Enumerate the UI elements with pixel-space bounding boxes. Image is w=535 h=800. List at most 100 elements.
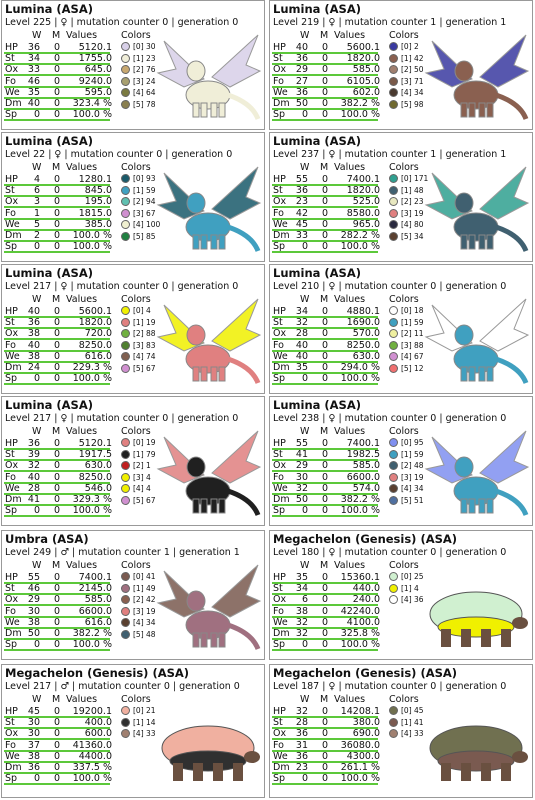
color-swatch bbox=[121, 629, 130, 639]
color-label: [4] 4 bbox=[133, 484, 151, 493]
card-info: Level 217 | ♂ | mutation counter 0 | gen… bbox=[5, 681, 240, 692]
tail bbox=[495, 224, 529, 253]
color-swatch bbox=[121, 53, 130, 63]
leg bbox=[213, 763, 223, 781]
color-label: [4] 33 bbox=[401, 729, 424, 738]
stat-wild: 36 bbox=[295, 53, 308, 65]
stat-name: St bbox=[5, 449, 15, 461]
stat-name: Ox bbox=[273, 64, 287, 76]
tail bbox=[227, 622, 261, 651]
color-label: [0] 2 bbox=[401, 42, 419, 51]
color-label: [4] 64 bbox=[133, 88, 156, 97]
stat-value: 100.0 % bbox=[340, 241, 380, 253]
header-colors: Colors bbox=[121, 560, 151, 571]
color-swatch bbox=[121, 363, 130, 373]
stat-mutated: 0 bbox=[53, 53, 60, 65]
color-label: [1] 14 bbox=[133, 717, 156, 727]
color-label: [0] 93 bbox=[133, 174, 156, 183]
stat-wild: 40 bbox=[295, 350, 308, 362]
stat-wild: 55 bbox=[295, 438, 308, 449]
stat-mutated: 0 bbox=[321, 207, 328, 219]
stat-name: HP bbox=[273, 42, 286, 53]
stat-wild: 40 bbox=[27, 339, 40, 351]
color-swatch bbox=[121, 484, 130, 493]
header-colors: Colors bbox=[389, 294, 419, 305]
stat-name: Dm bbox=[5, 762, 22, 773]
stat-wild: 31 bbox=[295, 739, 308, 751]
header-m: M bbox=[52, 294, 61, 305]
stat-name: Dm bbox=[273, 628, 290, 639]
color-swatch bbox=[389, 65, 398, 74]
stat-name: Fo bbox=[273, 339, 284, 351]
header-colors: Colors bbox=[121, 30, 151, 41]
card-info: Level 217 | ♀ | mutation counter 0 | gen… bbox=[5, 281, 239, 292]
leg bbox=[173, 763, 183, 781]
creature-image bbox=[429, 591, 528, 647]
head bbox=[186, 192, 206, 214]
stat-underline bbox=[272, 119, 378, 122]
color-label: [2] 48 bbox=[401, 461, 424, 470]
leg bbox=[468, 234, 476, 250]
leg bbox=[478, 102, 486, 118]
header-colors: Colors bbox=[389, 694, 419, 705]
stat-name: Ox bbox=[273, 460, 287, 472]
head bbox=[454, 192, 474, 214]
stat-value: 8580.0 bbox=[346, 207, 380, 219]
stat-name: Dm bbox=[5, 230, 22, 241]
card-title: Umbra (ASA) bbox=[5, 532, 89, 546]
stat-name: We bbox=[273, 616, 288, 628]
color-label: [5] 85 bbox=[133, 231, 156, 241]
stat-wild: 38 bbox=[27, 750, 40, 762]
header-w: W bbox=[300, 694, 310, 705]
stat-value: 41360.0 bbox=[72, 739, 112, 751]
stat-value: 645.0 bbox=[84, 64, 112, 76]
creature-card: Megachelon (Genesis) (ASA) Level 217 | ♂ … bbox=[1, 664, 265, 798]
stat-wild: 35 bbox=[27, 86, 40, 98]
stat-underline bbox=[272, 448, 378, 450]
stat-mutated: 0 bbox=[321, 196, 328, 208]
stat-mutated: 0 bbox=[53, 762, 60, 773]
stat-mutated: 0 bbox=[321, 98, 328, 109]
card-info: Level 180 | ♀ | mutation counter 0 | gen… bbox=[273, 547, 507, 558]
stat-underline bbox=[272, 217, 378, 220]
stat-value: 100.0 % bbox=[72, 109, 112, 121]
stat-underline bbox=[272, 240, 378, 242]
creature-image bbox=[156, 166, 262, 253]
stat-wild: 6 bbox=[33, 185, 40, 197]
stat-underline bbox=[4, 481, 110, 484]
stat-name: We bbox=[273, 350, 288, 362]
stat-wild: 32 bbox=[295, 482, 308, 494]
color-label: [4] 33 bbox=[133, 729, 156, 738]
color-swatch bbox=[389, 220, 398, 229]
header-colors: Colors bbox=[389, 426, 419, 437]
stat-mutated: 0 bbox=[321, 362, 328, 373]
card-info: Level 238 | ♀ | mutation counter 0 | gen… bbox=[273, 413, 507, 424]
stat-underline bbox=[272, 604, 378, 607]
color-swatch bbox=[121, 706, 130, 715]
header-w: W bbox=[300, 30, 310, 41]
color-label: [0] 45 bbox=[401, 706, 424, 715]
stat-wild: 35 bbox=[295, 572, 308, 583]
stat-value: 600.0 bbox=[84, 728, 112, 740]
header-m: M bbox=[52, 162, 61, 173]
card-info: Level 237 | ♀ | mutation counter 1 | gen… bbox=[273, 149, 507, 160]
stat-underline bbox=[4, 515, 110, 518]
stat-mutated: 0 bbox=[321, 471, 328, 483]
card-title: Megachelon (Genesis) (ASA) bbox=[273, 532, 458, 546]
stat-wild: 28 bbox=[27, 482, 40, 494]
leg bbox=[486, 234, 494, 250]
leg bbox=[192, 102, 200, 118]
header-values: Values bbox=[334, 30, 366, 41]
stat-name: St bbox=[273, 185, 283, 197]
stat-mutated: 0 bbox=[53, 328, 60, 340]
color-swatch bbox=[389, 717, 398, 727]
head bbox=[512, 751, 528, 763]
stat-wild: 0 bbox=[33, 373, 40, 385]
stat-value: 5120.1 bbox=[78, 438, 112, 449]
stat-wild: 36 bbox=[295, 750, 308, 762]
header-w: W bbox=[32, 30, 42, 41]
stat-mutated: 0 bbox=[321, 64, 328, 76]
stat-mutated: 0 bbox=[321, 306, 328, 317]
color-swatch bbox=[121, 438, 130, 447]
header-colors: Colors bbox=[121, 426, 151, 437]
